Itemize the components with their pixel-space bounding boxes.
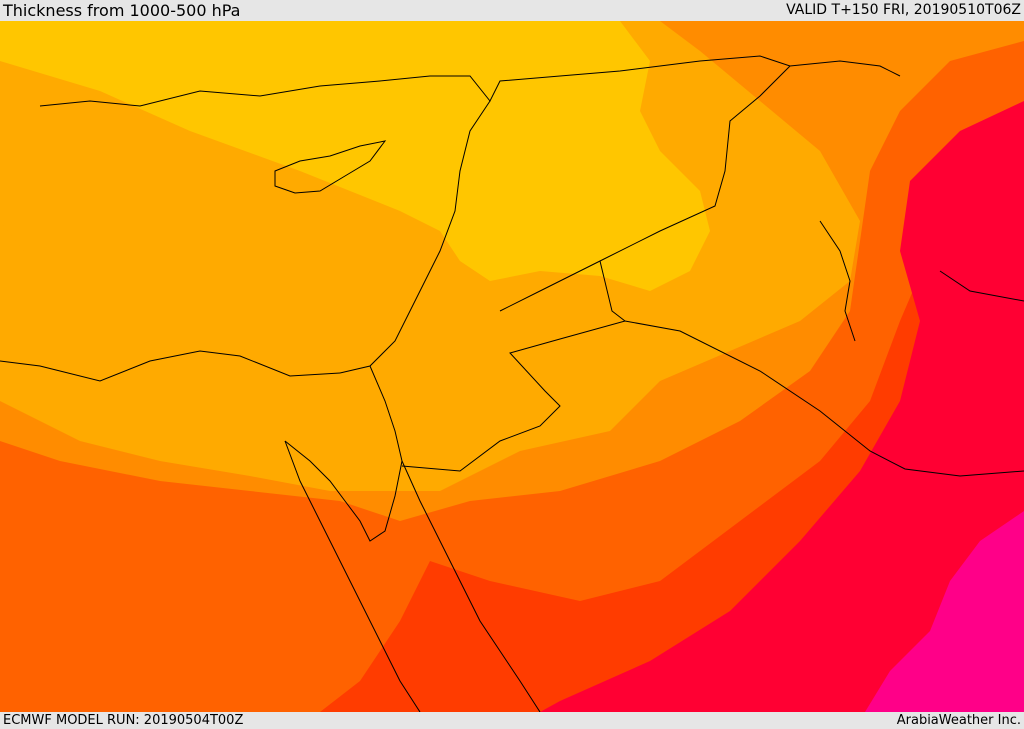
- thickness-map: [0, 21, 1024, 712]
- island-cyprus: [274, 140, 387, 194]
- header-bar: Thickness from 1000-500 hPa VALID T+150 …: [0, 0, 1024, 21]
- valid-time: VALID T+150 FRI, 20190510T06Z: [786, 2, 1021, 18]
- band-6: [540, 101, 1024, 712]
- model-run-label: ECMWF MODEL RUN: 20190504T00Z: [3, 713, 244, 728]
- band-1: [0, 21, 710, 291]
- border-sinai: [284, 365, 403, 542]
- borders: [0, 55, 1024, 712]
- coastline-red-sea-east: [401, 460, 541, 712]
- border-iraq-syria: [499, 65, 791, 312]
- border-iraq-saudi: [599, 260, 626, 322]
- coastline-egypt: [0, 350, 341, 382]
- band-2-west: [0, 81, 420, 376]
- footer-bar: ECMWF MODEL RUN: 20190504T00Z ArabiaWeat…: [0, 712, 1024, 729]
- map-title: Thickness from 1000-500 hPa: [3, 1, 241, 20]
- coastline-red-sea: [284, 440, 421, 712]
- border-kuwait: [939, 270, 1024, 302]
- band-7: [865, 511, 1024, 712]
- coastline-levant: [339, 100, 491, 374]
- coastline-gulf: [819, 220, 856, 342]
- brand-label: ArabiaWeather Inc.: [896, 713, 1021, 728]
- border-jordan-saudi: [401, 320, 1024, 477]
